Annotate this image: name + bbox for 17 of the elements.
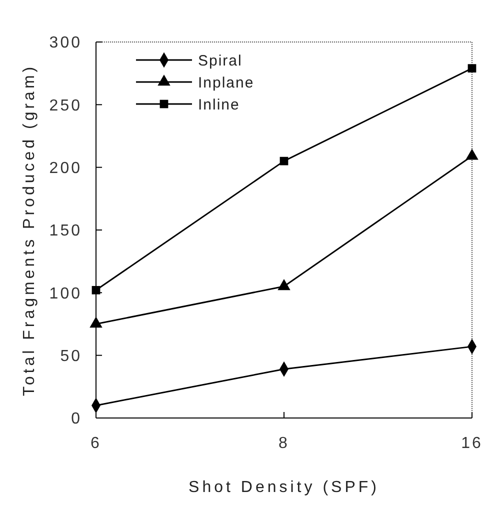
y-tick-label: 50 [60, 348, 82, 365]
legend-label: Spiral [198, 52, 242, 70]
y-tick-label: 200 [49, 160, 82, 177]
x-tick-label: 6 [90, 435, 102, 452]
legend-label: Inplane [198, 74, 254, 92]
point [468, 64, 476, 73]
y-tick-label: 150 [49, 222, 82, 240]
point [280, 156, 288, 166]
x-tick-label: 8 [278, 435, 290, 452]
y-tick-label: 0 [71, 410, 82, 428]
y-axis-title: Total Fragments Produced (gram) [21, 64, 38, 396]
y-tick-label: 250 [49, 97, 82, 114]
x-axis-title: Shot Density (SPF) [188, 479, 380, 496]
y-tick-label: 300 [49, 34, 82, 52]
y-tick-label: 100 [49, 285, 82, 302]
x-tick-label: 16 [461, 435, 483, 452]
legend-label: Inline [198, 96, 240, 114]
